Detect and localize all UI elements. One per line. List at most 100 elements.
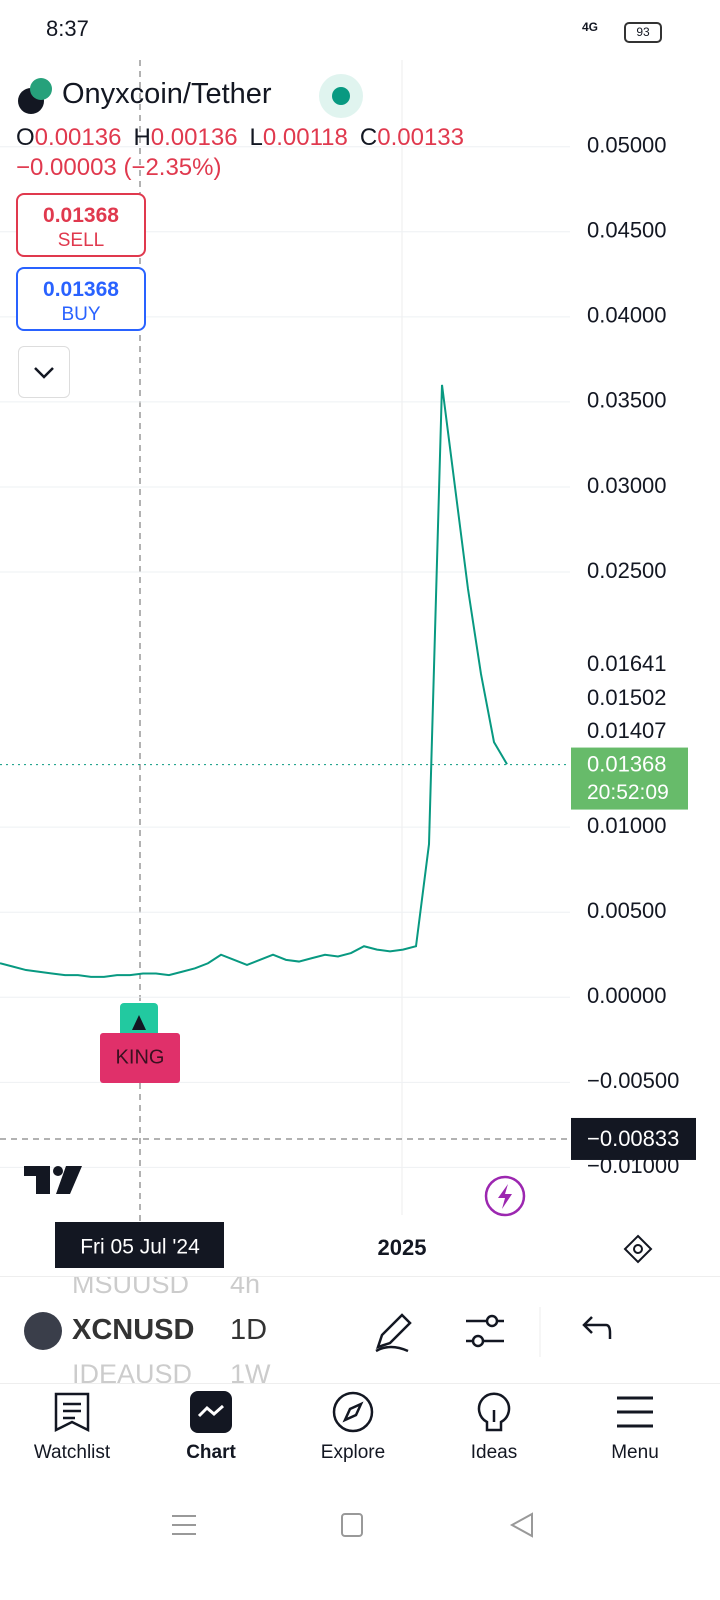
nav-icon	[477, 1392, 511, 1432]
system-nav	[172, 1512, 533, 1538]
nav-chart[interactable]: Chart	[139, 1390, 283, 1464]
icon-knob	[471, 1334, 485, 1348]
ohlc-value: 0.00133	[377, 124, 464, 151]
nav-icon	[332, 1391, 374, 1433]
countdown: 20:52:09	[587, 781, 669, 804]
price-scale-label: 0.01641	[587, 651, 667, 676]
ohlc-value: 0.00136	[34, 124, 122, 151]
lightning-ring	[484, 1175, 526, 1217]
logo-part	[56, 1166, 82, 1194]
icon-path	[342, 1401, 364, 1423]
x-tick-label: 2025	[378, 1235, 427, 1260]
nav-watchlist[interactable]: Watchlist	[0, 1390, 144, 1464]
ohlc-value: 0.00136	[150, 124, 238, 151]
nav-explore[interactable]: Explore	[281, 1390, 425, 1464]
collapse-button[interactable]	[18, 346, 70, 398]
price-change: −0.00003 (−2.35%)	[16, 154, 222, 181]
indicators-icon[interactable]	[466, 1314, 504, 1348]
back-button[interactable]	[509, 1512, 533, 1538]
buy-label: BUY	[61, 304, 101, 325]
marker-arrow	[132, 1015, 146, 1030]
nav-label: Chart	[186, 1442, 236, 1463]
last-price-label: 0.01368	[587, 751, 667, 776]
logo-part	[53, 1166, 63, 1176]
status-time: 8:37	[46, 16, 89, 41]
status-battery: 93	[624, 22, 662, 43]
y-tick-label: 0.00000	[587, 983, 667, 1008]
settings-icon-center	[633, 1244, 643, 1254]
crosshair-date-box	[55, 1222, 224, 1268]
price-scale-label: 0.01407	[587, 718, 667, 743]
crosshair-price-label: −0.00833	[587, 1126, 679, 1151]
next-interval[interactable]: 1W	[230, 1359, 271, 1384]
y-tick-label: 0.04000	[587, 303, 667, 328]
nav-label: Ideas	[470, 1442, 518, 1463]
toolbar-symbol[interactable]: XCNUSD	[72, 1314, 195, 1346]
sell-price: 0.01368	[43, 204, 119, 227]
sell-label: SELL	[57, 230, 105, 251]
nav-label: Menu	[611, 1442, 659, 1463]
lightning-icon	[498, 1184, 512, 1209]
nav-ideas[interactable]: Ideas	[422, 1390, 566, 1464]
toolbar-icons	[375, 1307, 612, 1357]
home-button[interactable]	[341, 1513, 363, 1537]
tv-logo	[24, 1166, 82, 1194]
crosshair-price-tag	[571, 1117, 696, 1160]
marker-label: KING	[116, 1046, 165, 1068]
ohlc-row: O0.00136 H0.00136 L0.00118 C0.00133	[16, 124, 464, 152]
tether-icon	[30, 78, 52, 100]
y-tick-label: 0.02500	[587, 558, 667, 583]
price-scale-label: 0.01502	[587, 685, 667, 710]
recents-button[interactable]	[172, 1515, 196, 1535]
crosshair-date: Fri 05 Jul '24	[80, 1236, 200, 1259]
y-tick-label: 0.03000	[587, 473, 667, 498]
icon-path	[617, 1396, 653, 1428]
ohlc-key: O	[16, 124, 35, 151]
prev-interval[interactable]: 4h	[230, 1276, 261, 1299]
sell-button[interactable]: 0.01368 SELL	[16, 193, 146, 257]
buy-button[interactable]: 0.01368 BUY	[16, 267, 146, 331]
icon-path	[477, 1392, 511, 1432]
next-symbol[interactable]: IDEAUSD	[72, 1359, 193, 1384]
nav-icon	[54, 1392, 90, 1433]
undo-icon[interactable]	[582, 1316, 612, 1339]
ohlc-key: H	[133, 124, 151, 151]
nav-label: Explore	[320, 1442, 386, 1463]
icon-ring	[332, 1391, 374, 1433]
toolbar: MSUUSD 4h XCNUSD 1D IDEAUSD 1W	[0, 1276, 720, 1384]
lightning-button[interactable]	[484, 1175, 526, 1217]
chart: 0.05000 0.04500 0.04000 0.03500 0.03000 0.025…	[0, 60, 696, 1268]
nav-menu[interactable]: Menu	[563, 1390, 707, 1464]
prev-symbol[interactable]: MSUUSD	[72, 1276, 190, 1299]
y-tick-label: 0.00500	[587, 898, 667, 923]
last-price-tag	[571, 747, 688, 810]
toolbar-interval[interactable]: 1D	[230, 1314, 268, 1346]
chevron	[34, 367, 54, 379]
ohlc-key: C	[359, 124, 378, 151]
ohlc-value: 0.00118	[262, 124, 348, 151]
icon-knob	[485, 1314, 499, 1328]
y-tick-label: −0.00500	[587, 1068, 679, 1093]
y-tick-label: 0.01000	[587, 813, 667, 838]
nav-label: Watchlist	[33, 1442, 111, 1463]
marker-box[interactable]	[100, 1033, 180, 1083]
symbol-icon	[24, 1312, 62, 1350]
nav-icon	[617, 1396, 653, 1428]
market-status-dot	[332, 87, 350, 105]
draw-icon[interactable]	[375, 1313, 412, 1353]
market-status[interactable]	[319, 74, 363, 118]
buy-price: 0.01368	[43, 278, 119, 301]
price-line	[0, 384, 508, 978]
nav-icon	[190, 1391, 232, 1433]
icon-path	[197, 1404, 224, 1418]
y-tick-label: 0.03500	[587, 388, 667, 413]
y-tick-label: 0.05000	[587, 133, 667, 158]
icon-path	[54, 1392, 90, 1433]
logo-part	[36, 1166, 50, 1194]
settings-icon[interactable]	[623, 1234, 653, 1264]
y-tick-label: 0.04500	[587, 218, 667, 243]
ohlc-key: L	[249, 124, 263, 151]
symbol-title[interactable]: Onyxcoin/Tether	[62, 78, 272, 110]
chevron-icon	[34, 367, 54, 379]
